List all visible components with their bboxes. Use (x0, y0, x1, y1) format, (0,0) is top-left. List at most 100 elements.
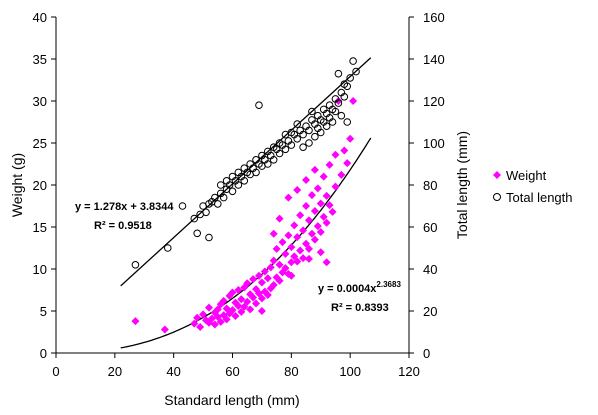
weight-point (293, 233, 302, 242)
weight-point (234, 286, 243, 294)
total-length-point (293, 120, 302, 128)
power-equation-base: y = 0.0004x (318, 283, 377, 295)
total-length-point (299, 130, 307, 139)
weight-point (313, 184, 322, 193)
weight-point (249, 275, 258, 284)
weight-point (257, 307, 266, 315)
weight-point (287, 243, 296, 252)
total-length-point (234, 168, 243, 177)
weight-point (263, 274, 272, 283)
weight-point (299, 226, 308, 235)
total-length-point (178, 202, 187, 210)
weight-point (302, 202, 311, 210)
x-tick-label: 0 (52, 364, 59, 379)
weight-point (284, 231, 293, 240)
weight-point (316, 228, 325, 237)
weight-point (302, 175, 311, 184)
x-tick-label: 60 (225, 364, 239, 379)
left-y-tick-label: 10 (33, 262, 47, 277)
legend-total-length-marker (493, 193, 501, 201)
weight-point (254, 271, 263, 280)
weight-point (228, 288, 237, 297)
weight-point (243, 279, 252, 288)
weight-point (307, 229, 316, 238)
weight-point (269, 229, 278, 238)
weight-point (272, 244, 281, 253)
weight-point (316, 199, 325, 208)
weight-point (275, 276, 284, 285)
total-length-point (131, 261, 140, 269)
weight-point (131, 317, 140, 326)
weight-point (222, 315, 231, 324)
total-length-point (252, 156, 260, 164)
total-length-point (228, 172, 237, 181)
weight-point (246, 305, 255, 314)
total-length-point (352, 67, 360, 76)
weight-point (304, 254, 313, 263)
weight-point (281, 249, 290, 258)
weight-point (307, 191, 316, 200)
weight-point (349, 97, 358, 105)
total-length-point (340, 93, 349, 101)
total-length-point (305, 139, 313, 147)
legend-weight-label: Weight (506, 168, 547, 183)
linear-equation: y = 1.278x + 3.8344 (75, 201, 174, 213)
weight-point (207, 314, 216, 323)
weight-point (343, 159, 352, 168)
weight-point (325, 160, 334, 169)
weight-point (210, 320, 219, 329)
ticks: 0 20 40 60 80 100 1200510152025303540020406080… (33, 10, 445, 379)
weight-point (322, 258, 331, 267)
weight-point (284, 193, 293, 202)
x-tick-label: 40 (166, 364, 180, 379)
right-y-tick-label: 120 (423, 94, 445, 109)
total-length-point (211, 193, 219, 202)
total-length-point (275, 139, 284, 147)
total-length-point (343, 118, 352, 126)
weight-point (340, 146, 349, 155)
total-length-point (305, 126, 313, 135)
right-y-tick-label: 40 (423, 262, 437, 277)
total-length-point (337, 111, 346, 120)
weight-point (231, 312, 240, 321)
left-y-tick-label: 20 (33, 178, 47, 193)
left-y-tick-label: 0 (40, 346, 47, 361)
weight-point (293, 186, 302, 195)
weight-point (328, 207, 337, 216)
left-y-tick-label: 35 (33, 52, 47, 67)
weight-point (346, 134, 355, 143)
weight-point (310, 207, 319, 216)
total-length-point (275, 149, 284, 158)
power-r2: R² = 0.8393 (331, 302, 389, 314)
total-length-point (316, 128, 325, 137)
weight-point (322, 191, 331, 200)
weight-point (257, 278, 266, 287)
weight-point (331, 182, 340, 191)
right-y-tick-label: 60 (423, 220, 437, 235)
total-length-point (213, 200, 222, 208)
power-equation-exponent: 2.3683 (376, 280, 401, 289)
weight-point (304, 244, 313, 253)
weight-point (204, 303, 213, 312)
total-length-point (234, 181, 243, 189)
weight-point (275, 214, 284, 223)
weight-point (304, 216, 313, 225)
weight-point (316, 248, 325, 257)
total-length-point (299, 143, 307, 151)
weight-point (243, 297, 252, 306)
right-y-tick-label: 80 (423, 178, 437, 193)
total-length-point (246, 160, 254, 168)
total-length-point (205, 233, 213, 242)
x-tick-label: 20 (108, 364, 122, 379)
total-length-point (281, 130, 290, 139)
total-length-point (328, 118, 337, 126)
weight-point (252, 299, 261, 308)
left-y-tick-label: 15 (33, 220, 47, 235)
weight-points (131, 97, 358, 334)
total-length-point (311, 132, 319, 141)
weight-point (275, 260, 284, 269)
total-length-point (281, 145, 290, 154)
trendline-annotation-power: y = 0.0004x2.3683 R² = 0.8393 (318, 280, 401, 314)
weight-point (319, 172, 328, 181)
legend-box (484, 159, 588, 211)
